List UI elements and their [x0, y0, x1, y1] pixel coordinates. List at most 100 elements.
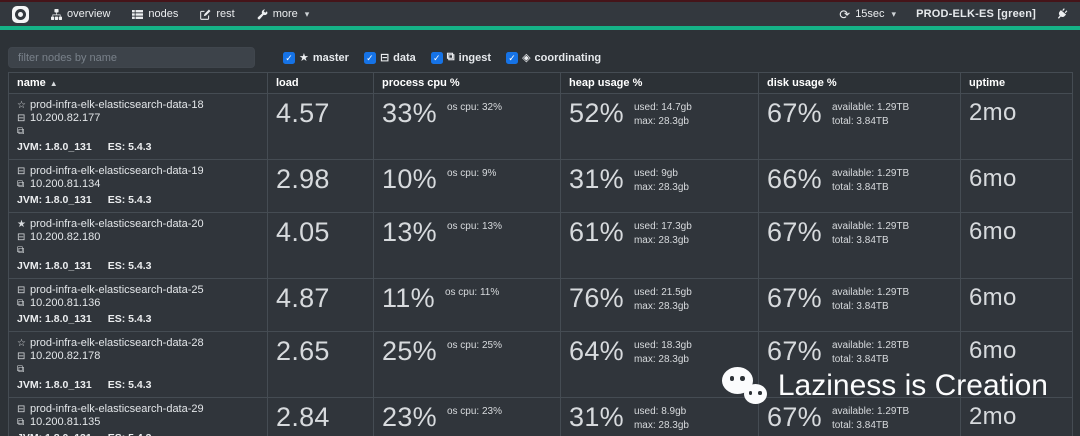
node-name[interactable]: prod-infra-elk-elasticsearch-data-25 [30, 284, 204, 296]
disk-cell: 66% available: 1.29TB total: 3.84TB [758, 159, 961, 213]
heap-value: 61% [569, 217, 624, 247]
column-header-disk[interactable]: disk usage % [758, 72, 961, 94]
node-name[interactable]: prod-infra-elk-elasticsearch-data-28 [30, 337, 204, 349]
nav-rest[interactable]: rest [200, 8, 235, 20]
load-value: 2.98 [276, 164, 330, 194]
nav-overview[interactable]: overview [51, 8, 110, 20]
column-header-heap[interactable]: heap usage % [560, 72, 759, 94]
data-node-icon: ⊟ [17, 285, 26, 296]
disconnect-button[interactable] [1056, 8, 1068, 20]
uptime-cell: 2mo [960, 397, 1073, 436]
heap-cell: 76% used: 21.5gb max: 28.3gb [560, 278, 759, 332]
node-row: ⊟ prod-infra-elk-elasticsearch-data-29 ⧉ 1… [8, 397, 1073, 436]
column-header-name[interactable]: name ▲ [8, 72, 268, 94]
disk-value: 66% [767, 164, 822, 194]
cpu-cell: 13% os cpu: 13% [373, 212, 561, 279]
plug-icon [1056, 8, 1068, 20]
load-cell: 2.98 [267, 159, 374, 213]
os-cpu-note: os cpu: 13% [446, 221, 502, 232]
master-eligible-icon: ☆ [17, 100, 26, 111]
node-name-cell: ⊟ prod-infra-elk-elasticsearch-data-29 ⧉ 1… [8, 397, 268, 436]
node-name[interactable]: prod-infra-elk-elasticsearch-data-18 [30, 99, 204, 111]
disk-value: 67% [767, 98, 822, 128]
column-header-load[interactable]: load [267, 72, 374, 94]
load-value: 4.57 [276, 98, 330, 128]
cpu-cell: 11% os cpu: 11% [373, 278, 561, 332]
checkbox-checked-icon[interactable]: ✓ [283, 51, 295, 64]
node-row: ⊟ prod-infra-elk-elasticsearch-data-19 ⧉ 1… [8, 159, 1073, 213]
crop-icon: ⧉ [446, 51, 455, 63]
uptime-cell: 6mo [960, 278, 1073, 332]
filter-checkbox-label: ingest [458, 51, 492, 64]
nodes-table-body: ☆ prod-infra-elk-elasticsearch-data-18 ⊟ 1… [8, 93, 1073, 436]
node-es-version: ES: 5.4.3 [107, 194, 152, 206]
nav-nodes[interactable]: nodes [132, 8, 178, 20]
filter-checkbox-label: coordinating [534, 51, 602, 64]
os-cpu-note: os cpu: 11% [444, 287, 500, 298]
uptime-value: 2mo [969, 403, 1017, 430]
column-header-cpu[interactable]: process cpu % [373, 72, 561, 94]
cluster-health-bar [0, 26, 1080, 30]
refresh-icon: ⟳ [839, 6, 851, 22]
navbar-right: ⟳ 15sec ▾ PROD-ELK-ES [green] [839, 6, 1068, 22]
node-name[interactable]: prod-infra-elk-elasticsearch-data-29 [30, 403, 204, 415]
node-name-cell: ⊟ prod-infra-elk-elasticsearch-data-25 ⧉ 1… [8, 278, 268, 332]
node-ip: 10.200.81.136 [30, 297, 101, 309]
cpu-cell: 25% os cpu: 25% [373, 331, 561, 398]
cluster-name[interactable]: PROD-ELK-ES [green] [916, 8, 1036, 20]
node-jvm-version: JVM: 1.8.0_131 [17, 141, 92, 153]
uptime-cell: 6mo [960, 331, 1073, 398]
data-node-icon: ⊟ [17, 166, 26, 177]
checkbox-checked-icon[interactable]: ✓ [430, 51, 443, 64]
filter-checkbox-coordinating[interactable]: ✓ ◈ coordinating [506, 51, 601, 64]
ingest-node-icon: ⧉ [17, 298, 25, 309]
cpu-cell: 23% os cpu: 23% [373, 397, 561, 436]
node-row: ★ prod-infra-elk-elasticsearch-data-20 ⊟ 1… [8, 212, 1073, 279]
uptime-cell: 2mo [960, 93, 1073, 160]
node-jvm-version: JVM: 1.8.0_131 [17, 194, 92, 206]
node-jvm-version: JVM: 1.8.0_131 [17, 432, 92, 436]
node-versions: JVM: 1.8.0_131 ES: 5.4.3 [17, 141, 259, 154]
filter-nodes-input[interactable] [8, 47, 255, 68]
disk-cell: 67% available: 1.29TB total: 3.84TB [758, 212, 961, 279]
load-value: 2.65 [276, 336, 330, 366]
hdd-icon: ⊟ [379, 52, 390, 64]
node-name[interactable]: prod-infra-elk-elasticsearch-data-19 [30, 165, 204, 177]
chevron-down-icon: ▾ [304, 8, 310, 19]
node-row: ☆ prod-infra-elk-elasticsearch-data-28 ⊟ 1… [8, 331, 1073, 398]
ingest-node-icon: ⧉ [17, 179, 25, 190]
coordinating-icon: ◈ [522, 52, 531, 64]
node-jvm-version: JVM: 1.8.0_131 [17, 379, 92, 391]
table-icon [132, 9, 144, 20]
nav-overview-label: overview [67, 8, 111, 20]
master-node-icon: ★ [17, 219, 26, 230]
column-header-uptime[interactable]: uptime [960, 72, 1073, 94]
os-cpu-note: os cpu: 23% [446, 406, 502, 417]
node-versions: JVM: 1.8.0_131 ES: 5.4.3 [17, 313, 259, 326]
uptime-value: 2mo [969, 99, 1017, 126]
checkbox-checked-icon[interactable]: ✓ [506, 51, 519, 64]
filter-checkbox-master[interactable]: ✓ ★ master [283, 51, 349, 64]
node-es-version: ES: 5.4.3 [107, 141, 152, 153]
filter-checkbox-data[interactable]: ✓ ⊟ data [363, 51, 416, 64]
refresh-interval-control[interactable]: ⟳ 15sec ▾ [839, 6, 896, 22]
cerebro-logo[interactable] [12, 5, 29, 23]
node-versions: JVM: 1.8.0_131 ES: 5.4.3 [17, 379, 259, 392]
filter-checkbox-ingest[interactable]: ✓ ⧉ ingest [430, 51, 492, 64]
checkbox-checked-icon[interactable]: ✓ [363, 51, 376, 64]
cpu-cell: 10% os cpu: 9% [373, 159, 561, 213]
heap-detail: used: 9gb max: 28.3gb [633, 168, 689, 193]
disk-detail: available: 1.29TB total: 3.84TB [831, 102, 910, 127]
node-name-cell: ⊟ prod-infra-elk-elasticsearch-data-19 ⧉ 1… [8, 159, 268, 213]
ingest-node-icon: ⧉ [17, 126, 25, 137]
cpu-cell: 33% os cpu: 32% [373, 93, 561, 160]
node-name[interactable]: prod-infra-elk-elasticsearch-data-20 [30, 218, 204, 230]
heap-cell: 61% used: 17.3gb max: 28.3gb [560, 212, 759, 279]
heap-cell: 31% used: 9gb max: 28.3gb [560, 159, 759, 213]
disk-cell: 67% available: 1.29TB total: 3.84TB [758, 397, 961, 436]
nav-more[interactable]: more ▾ [257, 8, 310, 20]
heap-detail: used: 18.3gb max: 28.3gb [633, 340, 692, 365]
disk-detail: available: 1.29TB total: 3.84TB [831, 221, 910, 246]
uptime-value: 6mo [969, 165, 1017, 192]
disk-detail: available: 1.29TB total: 3.84TB [831, 406, 910, 431]
